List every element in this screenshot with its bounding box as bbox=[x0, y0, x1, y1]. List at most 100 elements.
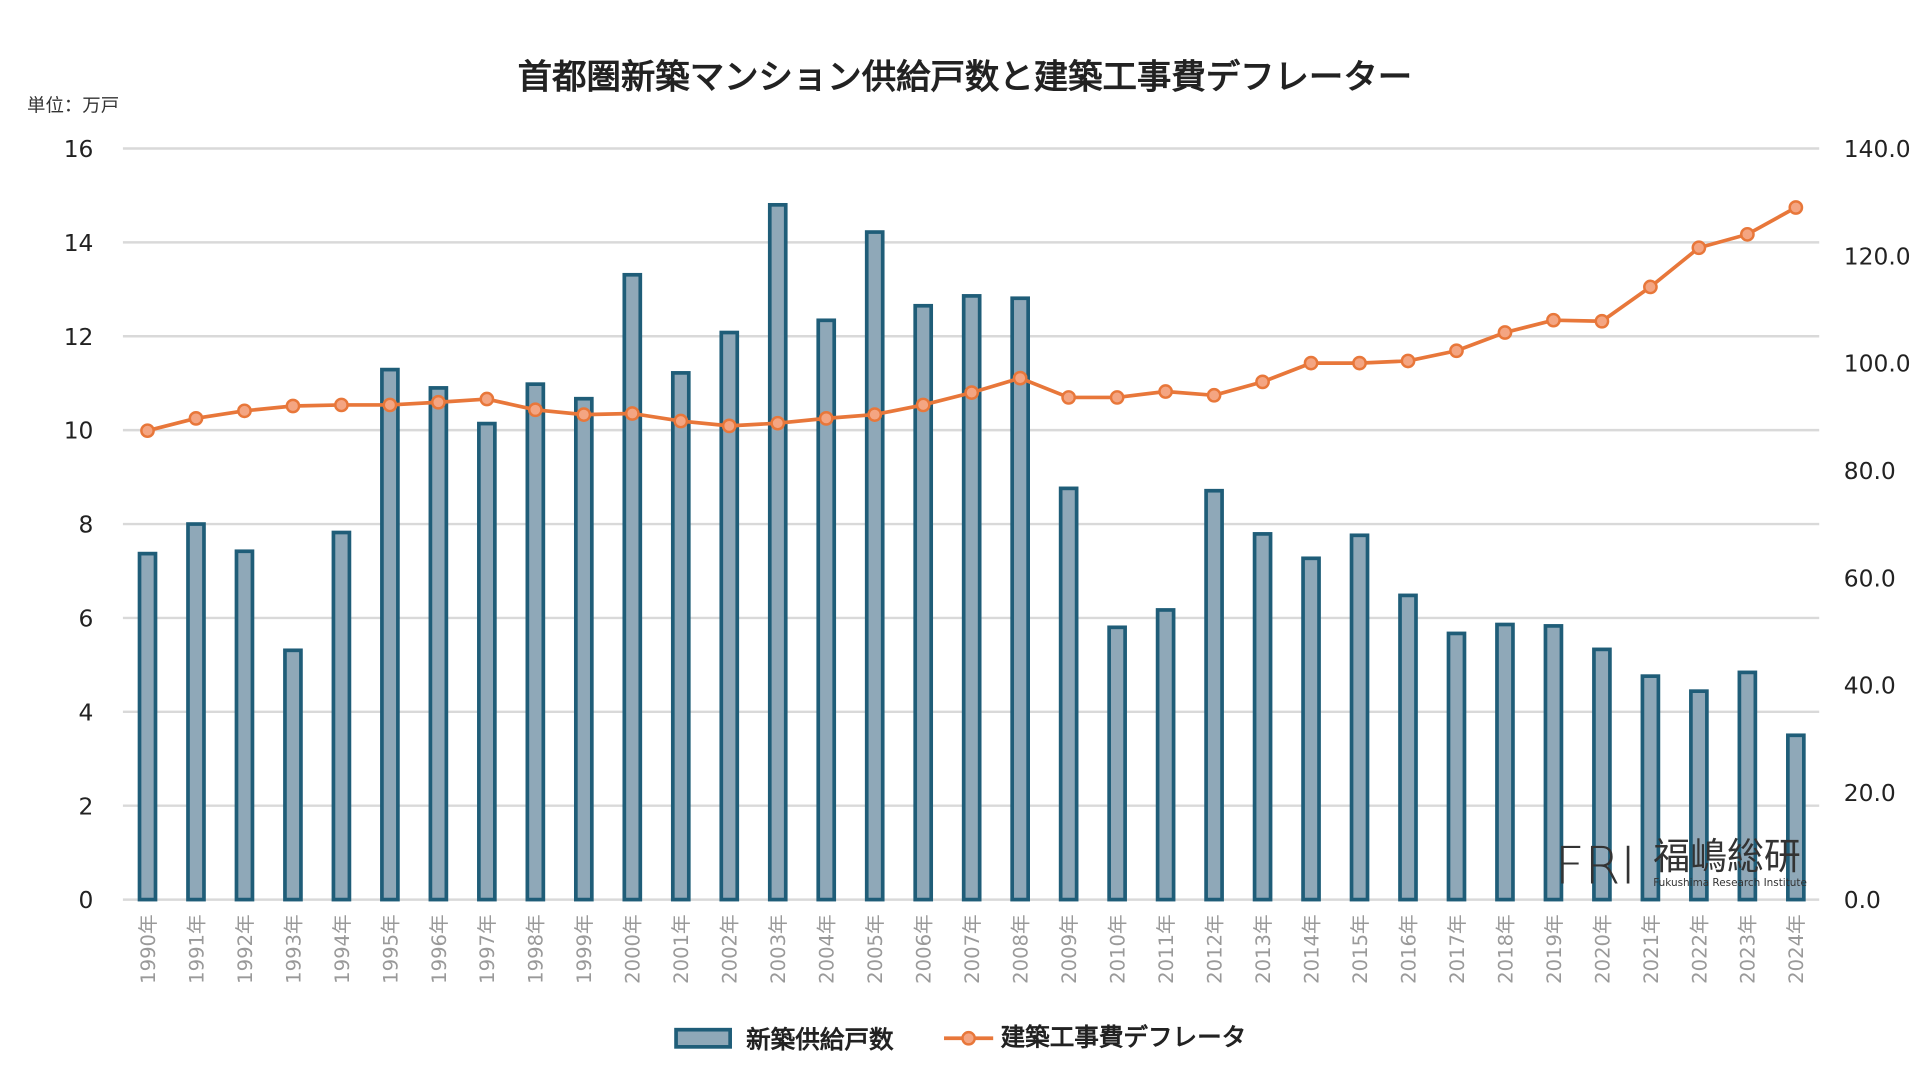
right-tick-label: 80.0 bbox=[1844, 457, 1896, 485]
line-series bbox=[140, 200, 1804, 439]
bar bbox=[1204, 488, 1224, 902]
x-tick-label: 2000年 bbox=[622, 914, 645, 984]
line-point bbox=[431, 394, 446, 410]
bar bbox=[1592, 647, 1612, 902]
left-tick-label: 16 bbox=[64, 135, 94, 163]
left-tick-label: 4 bbox=[79, 698, 94, 726]
bar bbox=[622, 272, 643, 902]
x-tick-label: 1997年 bbox=[476, 914, 499, 984]
line-point bbox=[1691, 240, 1707, 256]
legend-line-label: 建築工事費デフレータ bbox=[1001, 1023, 1247, 1052]
bar bbox=[525, 382, 546, 902]
line-point bbox=[1449, 343, 1464, 359]
bar bbox=[380, 367, 400, 902]
x-tick-label: 2014年 bbox=[1300, 914, 1323, 984]
logo-sub: Fukushima Research Institute bbox=[1653, 877, 1807, 889]
line-point bbox=[1739, 226, 1755, 242]
x-tick-label: 2010年 bbox=[1106, 914, 1129, 984]
bar bbox=[1640, 674, 1661, 902]
x-tick-label: 1991年 bbox=[185, 914, 208, 984]
line-point bbox=[915, 397, 931, 413]
line-point bbox=[1594, 313, 1610, 329]
line-point bbox=[1643, 279, 1658, 295]
line-point bbox=[527, 402, 543, 418]
unit-label: 単位：万戸 bbox=[27, 96, 119, 117]
x-tick-label: 1994年 bbox=[331, 914, 354, 984]
bar bbox=[1495, 622, 1515, 902]
bar bbox=[719, 330, 740, 902]
line-point bbox=[188, 410, 204, 426]
line-point bbox=[1303, 355, 1319, 371]
bar bbox=[670, 371, 691, 902]
line-point bbox=[818, 410, 834, 426]
line-point bbox=[382, 397, 398, 413]
x-tick-label: 1995年 bbox=[379, 914, 402, 984]
line-point bbox=[1497, 325, 1513, 340]
line-point bbox=[721, 418, 737, 434]
right-tick-label: 100.0 bbox=[1844, 350, 1911, 378]
bar bbox=[477, 421, 497, 902]
x-tick-label: 2016年 bbox=[1397, 914, 1420, 984]
left-tick-label: 14 bbox=[64, 229, 94, 257]
left-axis: 0 2 4 6 8 10 12 14 16 bbox=[64, 135, 94, 914]
bar bbox=[573, 396, 594, 902]
right-tick-label: 0.0 bbox=[1844, 886, 1881, 914]
left-tick-label: 2 bbox=[79, 792, 94, 820]
x-tick-label: 2008年 bbox=[1010, 914, 1033, 984]
x-tick-label: 2023年 bbox=[1737, 914, 1760, 984]
legend: 新築供給戸数 建築工事費デフレータ bbox=[674, 1023, 1247, 1054]
line-point bbox=[334, 397, 349, 413]
bar bbox=[1737, 670, 1758, 902]
right-tick-label: 40.0 bbox=[1844, 672, 1896, 700]
line-point bbox=[1352, 355, 1367, 371]
x-tick-label: 1999年 bbox=[573, 914, 596, 984]
bar bbox=[767, 202, 788, 902]
x-tick-label: 2005年 bbox=[864, 914, 887, 984]
line-point bbox=[1109, 390, 1125, 405]
logo-name: 福嶋総研 bbox=[1653, 835, 1800, 878]
bar bbox=[1398, 593, 1418, 902]
bar bbox=[864, 230, 885, 902]
line-point bbox=[285, 398, 301, 414]
line-point bbox=[1158, 384, 1173, 399]
x-tick-label: 2015年 bbox=[1349, 914, 1372, 984]
bar bbox=[1349, 533, 1370, 902]
line-point bbox=[770, 415, 786, 431]
right-tick-label: 60.0 bbox=[1844, 564, 1896, 592]
bar bbox=[186, 522, 206, 902]
line-point bbox=[576, 407, 592, 422]
bar bbox=[913, 303, 934, 902]
line-point bbox=[1788, 200, 1804, 215]
bar bbox=[1446, 631, 1467, 902]
x-tick-label: 2007年 bbox=[961, 914, 984, 984]
legend-line-marker bbox=[961, 1030, 976, 1046]
x-tick-label: 2004年 bbox=[816, 914, 839, 984]
x-tick-label: 2020年 bbox=[1591, 914, 1614, 984]
left-tick-label: 6 bbox=[79, 605, 94, 633]
x-tick-label: 2012年 bbox=[1203, 914, 1226, 984]
bar bbox=[234, 549, 255, 902]
x-tick-label: 1998年 bbox=[525, 914, 548, 984]
line-point bbox=[624, 406, 640, 421]
x-tick-label: 2001年 bbox=[670, 914, 693, 984]
bar bbox=[137, 551, 158, 902]
bar bbox=[283, 648, 303, 902]
line-point bbox=[1400, 353, 1416, 369]
bar bbox=[1107, 625, 1127, 902]
x-tick-label: 1996年 bbox=[428, 914, 451, 984]
line-point bbox=[1012, 370, 1028, 386]
bar bbox=[1543, 624, 1564, 902]
line-point bbox=[964, 385, 980, 400]
logo: FRI 福嶋総研 Fukushima Research Institute bbox=[1555, 835, 1807, 897]
x-tick-label: 2017年 bbox=[1446, 914, 1469, 984]
left-tick-label: 0 bbox=[79, 886, 94, 914]
bar bbox=[428, 386, 449, 902]
right-tick-label: 120.0 bbox=[1844, 242, 1911, 270]
x-tick-label: 2018年 bbox=[1494, 914, 1517, 984]
x-tick-label: 2003年 bbox=[767, 914, 790, 984]
right-axis: 0.0 20.0 40.0 60.0 80.0 100.0 120.0 140.0 bbox=[1844, 135, 1911, 914]
x-tick-label: 2011年 bbox=[1155, 914, 1178, 984]
bar bbox=[1010, 296, 1030, 902]
left-tick-label: 12 bbox=[64, 323, 94, 351]
